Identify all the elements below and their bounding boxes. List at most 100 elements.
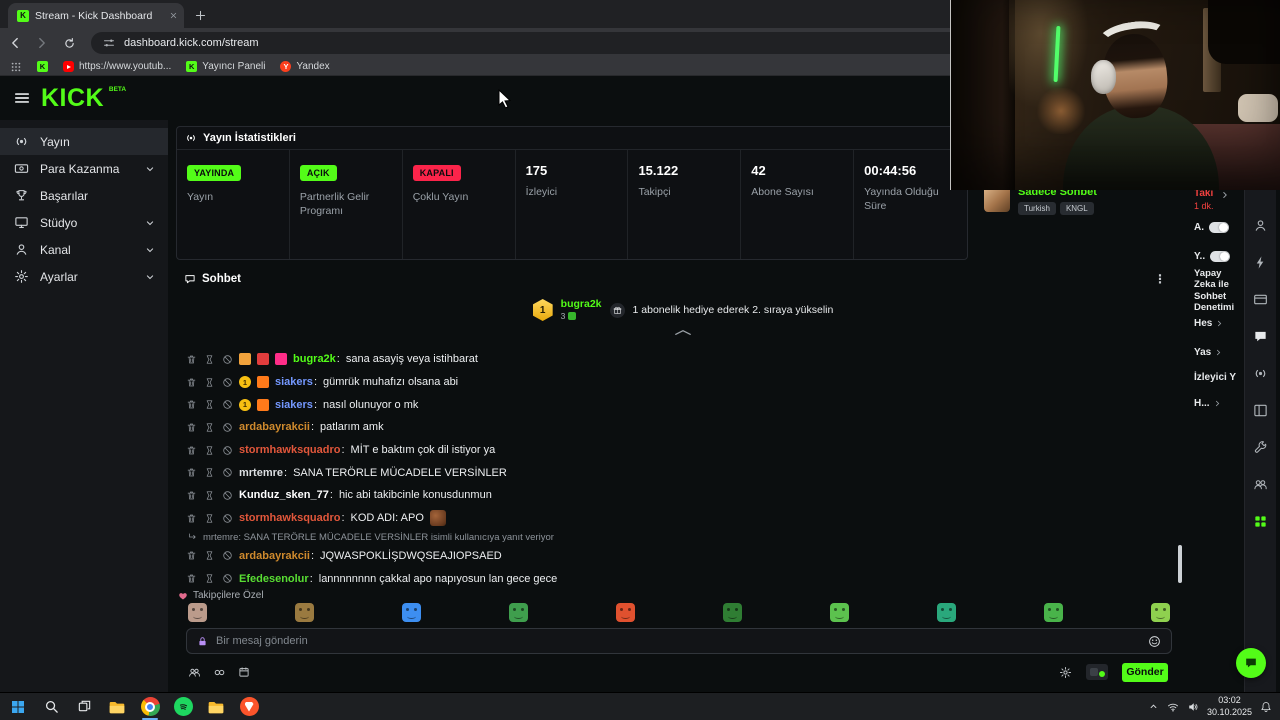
site-settings-icon[interactable] <box>103 37 115 49</box>
ban-user-icon[interactable] <box>222 445 233 456</box>
chat-username[interactable]: bugra2k <box>293 353 340 365</box>
ban-user-icon[interactable] <box>222 513 233 524</box>
tab-close-icon[interactable] <box>169 11 178 20</box>
bookmark-yandex[interactable]: Y Yandex <box>280 61 330 72</box>
chat-username[interactable]: mrtemre <box>239 467 287 479</box>
timeout-user-icon[interactable] <box>204 399 215 410</box>
chat-input-bar[interactable] <box>186 628 1172 654</box>
forward-icon[interactable] <box>30 31 54 55</box>
quick-emote[interactable] <box>723 603 742 622</box>
browser-tab[interactable]: K Stream - Kick Dashboard <box>8 3 184 28</box>
strip-profile-icon[interactable] <box>1253 218 1268 233</box>
quick-emote[interactable] <box>830 603 849 622</box>
ban-user-icon[interactable] <box>222 399 233 410</box>
panel-link-izleyici[interactable]: İzleyici Y <box>1194 372 1237 383</box>
ban-user-icon[interactable] <box>222 550 233 561</box>
link-icon[interactable] <box>213 666 226 679</box>
delete-message-icon[interactable] <box>186 377 197 388</box>
pinned-gift-banner[interactable]: 1 bugra2k 3 1 abonelik hediye ederek 2. … <box>176 299 1190 321</box>
bookmark-yayinci-paneli[interactable]: K Yayıncı Paneli <box>186 61 265 72</box>
notifications-icon[interactable] <box>1260 701 1272 713</box>
kick-logo[interactable]: KICK BETA <box>41 83 127 112</box>
sidebar-item-para-kazanma[interactable]: Para Kazanma <box>0 155 168 182</box>
new-tab-icon[interactable] <box>194 9 207 22</box>
quick-emote[interactable] <box>1151 603 1170 622</box>
ban-user-icon[interactable] <box>222 377 233 388</box>
quick-emote[interactable] <box>295 603 314 622</box>
chatters-icon[interactable] <box>188 666 201 679</box>
delete-message-icon[interactable] <box>186 399 197 410</box>
bookmark-kick[interactable]: K <box>37 61 48 72</box>
chat-username[interactable]: siakers <box>275 376 317 388</box>
reload-icon[interactable] <box>57 31 81 55</box>
strip-community-icon[interactable] <box>1253 477 1268 492</box>
task-view-icon[interactable] <box>69 694 99 720</box>
timeout-user-icon[interactable] <box>204 445 215 456</box>
toggle-switch[interactable] <box>1209 222 1229 233</box>
delete-message-icon[interactable] <box>186 445 197 456</box>
panel-link-yasakli[interactable]: Yas <box>1194 347 1223 358</box>
quick-emote[interactable] <box>1044 603 1063 622</box>
chat-username[interactable]: stormhawksquadro <box>239 512 345 524</box>
sidebar-item-ayarlar[interactable]: Ayarlar <box>0 263 168 290</box>
toggle-row-y[interactable]: Y.. <box>1194 251 1231 262</box>
send-button[interactable]: Gönder <box>1122 662 1168 682</box>
sidebar-item-yayin[interactable]: Yayın <box>0 128 168 155</box>
strip-broadcast-icon[interactable] <box>1253 366 1268 381</box>
chat-username[interactable]: ardabayrakcii <box>239 550 314 562</box>
apps-grid-icon[interactable] <box>10 61 22 73</box>
folder-app-icon[interactable] <box>201 694 231 720</box>
sidebar-item-basarilar[interactable]: Başarılar <box>0 182 168 209</box>
bookmark-youtube[interactable]: https://www.youtub... <box>63 61 171 72</box>
followers-only-setting[interactable]: Taki 1 dk. <box>1194 188 1230 211</box>
hamburger-menu-icon[interactable] <box>13 89 31 107</box>
emoji-picker-icon[interactable] <box>1148 635 1161 648</box>
chat-menu-icon[interactable]: ⋮ <box>1154 272 1166 286</box>
strip-tools-icon[interactable] <box>1253 440 1268 455</box>
delete-message-icon[interactable] <box>186 513 197 524</box>
ban-user-icon[interactable] <box>222 354 233 365</box>
delete-message-icon[interactable] <box>186 490 197 501</box>
timeout-user-icon[interactable] <box>204 467 215 478</box>
start-button[interactable] <box>3 694 33 720</box>
spotify-icon[interactable] <box>168 694 198 720</box>
support-chat-button[interactable] <box>1236 648 1266 678</box>
timeout-user-icon[interactable] <box>204 354 215 365</box>
chrome-icon[interactable] <box>135 694 165 720</box>
sidebar-item-kanal[interactable]: Kanal <box>0 236 168 263</box>
toggle-switch[interactable] <box>1210 251 1231 262</box>
strip-payments-icon[interactable] <box>1253 292 1268 307</box>
chat-settings-gear-icon[interactable] <box>1059 666 1072 679</box>
ban-user-icon[interactable] <box>222 573 233 584</box>
chat-username[interactable]: siakers <box>275 399 317 411</box>
timeout-user-icon[interactable] <box>204 422 215 433</box>
timeout-user-icon[interactable] <box>204 490 215 501</box>
chat-username[interactable]: Efedesenolur <box>239 573 313 585</box>
ban-user-icon[interactable] <box>222 467 233 478</box>
chat-input[interactable] <box>216 635 1140 647</box>
taskbar-search-icon[interactable] <box>36 694 66 720</box>
quick-emote[interactable] <box>188 603 207 622</box>
timeout-user-icon[interactable] <box>204 550 215 561</box>
quick-emote[interactable] <box>509 603 528 622</box>
tray-expand-icon[interactable] <box>1148 701 1159 712</box>
strip-panels-icon[interactable] <box>1253 403 1268 418</box>
file-explorer-icon[interactable] <box>102 694 132 720</box>
taskbar-clock[interactable]: 03:02 30.10.2025 <box>1206 694 1252 717</box>
collapse-pinned-icon[interactable] <box>176 328 1190 337</box>
quick-emote[interactable] <box>937 603 956 622</box>
delete-message-icon[interactable] <box>186 354 197 365</box>
quick-emote[interactable] <box>402 603 421 622</box>
category-avatar[interactable] <box>984 186 1010 212</box>
chat-identity-button[interactable] <box>1086 664 1108 680</box>
chat-username[interactable]: Kunduz_sken_77 <box>239 489 333 501</box>
delete-message-icon[interactable] <box>186 550 197 561</box>
sidebar-item-studyo[interactable]: Stüdyo <box>0 209 168 236</box>
strip-chat-icon[interactable] <box>1253 329 1268 344</box>
strip-apps-icon[interactable] <box>1253 514 1268 529</box>
timeout-user-icon[interactable] <box>204 573 215 584</box>
ban-user-icon[interactable] <box>222 490 233 501</box>
panel-link-hesap[interactable]: Hes <box>1194 318 1224 329</box>
delete-message-icon[interactable] <box>186 422 197 433</box>
quick-emote[interactable] <box>616 603 635 622</box>
